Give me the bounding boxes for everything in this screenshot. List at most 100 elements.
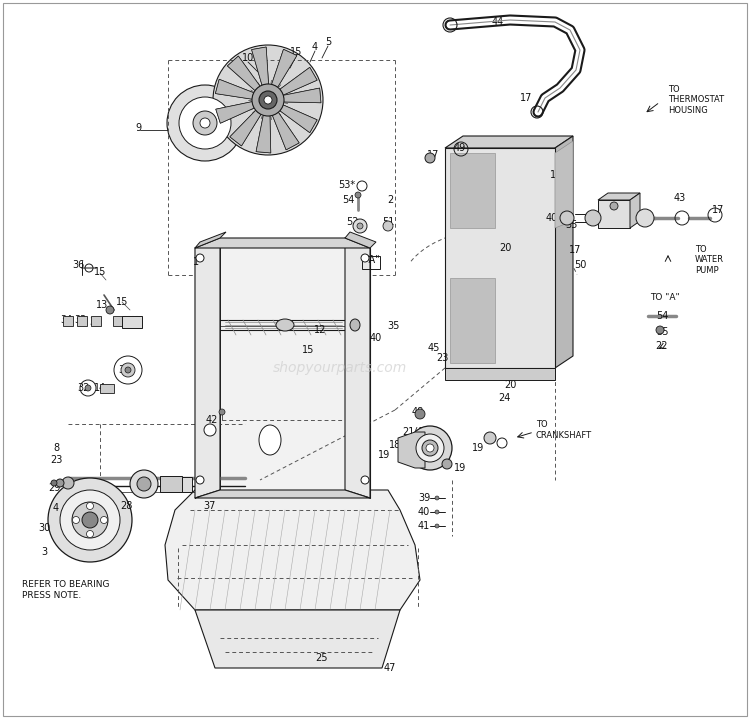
Text: 23: 23 xyxy=(50,455,62,465)
Circle shape xyxy=(435,510,439,514)
Circle shape xyxy=(137,477,151,491)
Text: 23: 23 xyxy=(436,353,448,363)
Polygon shape xyxy=(195,610,400,668)
Bar xyxy=(182,477,192,492)
Text: 49: 49 xyxy=(454,143,466,153)
Text: 51: 51 xyxy=(382,217,394,227)
Polygon shape xyxy=(256,115,271,153)
Ellipse shape xyxy=(350,319,360,331)
Text: 19: 19 xyxy=(378,450,390,460)
Circle shape xyxy=(130,470,158,498)
Bar xyxy=(63,316,73,326)
Polygon shape xyxy=(220,238,345,490)
Polygon shape xyxy=(256,115,271,153)
Circle shape xyxy=(361,476,369,484)
Text: 33: 33 xyxy=(74,315,86,325)
Polygon shape xyxy=(398,432,425,468)
Circle shape xyxy=(219,409,225,415)
Text: 15: 15 xyxy=(302,345,314,355)
Circle shape xyxy=(426,444,434,452)
Circle shape xyxy=(62,477,74,489)
Text: 19: 19 xyxy=(454,463,466,473)
Text: 54: 54 xyxy=(343,195,355,205)
Polygon shape xyxy=(195,490,370,498)
Circle shape xyxy=(259,91,277,109)
Polygon shape xyxy=(251,47,268,85)
Bar xyxy=(122,316,142,328)
Circle shape xyxy=(196,476,204,484)
Text: 53*: 53* xyxy=(338,180,355,190)
Polygon shape xyxy=(195,238,220,498)
Text: 28: 28 xyxy=(120,501,132,511)
Circle shape xyxy=(416,434,444,462)
Text: 2: 2 xyxy=(387,195,393,205)
Circle shape xyxy=(73,516,80,523)
Text: 20: 20 xyxy=(499,243,512,253)
Polygon shape xyxy=(284,88,321,103)
Circle shape xyxy=(86,531,94,538)
Polygon shape xyxy=(555,141,573,228)
Polygon shape xyxy=(272,112,299,150)
Circle shape xyxy=(56,479,64,487)
Circle shape xyxy=(167,85,243,161)
Text: 48: 48 xyxy=(412,407,424,417)
Polygon shape xyxy=(555,136,573,368)
Circle shape xyxy=(72,502,108,538)
Circle shape xyxy=(408,426,452,470)
Text: 4: 4 xyxy=(53,503,59,513)
Text: 21(12): 21(12) xyxy=(402,427,434,437)
Text: 3: 3 xyxy=(41,547,47,557)
Circle shape xyxy=(193,111,217,135)
Text: 18: 18 xyxy=(388,440,401,450)
Circle shape xyxy=(357,223,363,229)
Text: 55: 55 xyxy=(656,327,668,337)
Polygon shape xyxy=(272,112,299,150)
Text: TO
CRANKSHAFT: TO CRANKSHAFT xyxy=(536,421,592,440)
Text: 8: 8 xyxy=(53,443,59,453)
Circle shape xyxy=(361,254,369,262)
Text: TO
WATER
PUMP: TO WATER PUMP xyxy=(695,245,724,275)
Text: REFER TO BEARING
PRESS NOTE.: REFER TO BEARING PRESS NOTE. xyxy=(22,580,110,600)
Circle shape xyxy=(121,363,135,377)
Text: 43: 43 xyxy=(674,193,686,203)
Circle shape xyxy=(442,459,452,469)
Text: 9: 9 xyxy=(135,123,141,133)
Circle shape xyxy=(422,440,438,456)
Text: 17: 17 xyxy=(520,93,532,103)
Polygon shape xyxy=(251,47,268,85)
Circle shape xyxy=(51,480,57,486)
Text: 40: 40 xyxy=(546,213,558,223)
Text: 22: 22 xyxy=(656,341,668,351)
Polygon shape xyxy=(345,232,376,248)
Text: 37: 37 xyxy=(204,501,216,511)
Bar xyxy=(77,316,87,326)
Text: 47: 47 xyxy=(384,663,396,673)
Polygon shape xyxy=(165,490,420,610)
Circle shape xyxy=(585,210,601,226)
Circle shape xyxy=(353,219,367,233)
Text: TO "A": TO "A" xyxy=(650,293,680,303)
Text: 46: 46 xyxy=(60,511,72,521)
Text: 40: 40 xyxy=(418,507,430,517)
Text: 42: 42 xyxy=(206,415,218,425)
Text: 34: 34 xyxy=(60,315,72,325)
Polygon shape xyxy=(598,200,630,228)
Text: 38: 38 xyxy=(106,523,118,533)
Text: 39: 39 xyxy=(418,493,430,503)
Text: 14: 14 xyxy=(94,383,106,393)
Text: 44: 44 xyxy=(492,17,504,27)
Polygon shape xyxy=(345,238,370,498)
Ellipse shape xyxy=(276,319,294,331)
Text: 50: 50 xyxy=(574,260,586,270)
Text: 12: 12 xyxy=(314,325,326,335)
Polygon shape xyxy=(215,79,254,99)
Polygon shape xyxy=(445,136,573,148)
Circle shape xyxy=(106,306,114,314)
Text: shopyourparts.com: shopyourparts.com xyxy=(273,361,407,375)
Text: TO
THERMOSTAT
HOUSING: TO THERMOSTAT HOUSING xyxy=(668,85,724,115)
Circle shape xyxy=(200,118,210,128)
Polygon shape xyxy=(195,232,226,248)
Text: 36: 36 xyxy=(72,260,84,270)
Text: 32: 32 xyxy=(78,383,90,393)
Circle shape xyxy=(383,221,393,231)
